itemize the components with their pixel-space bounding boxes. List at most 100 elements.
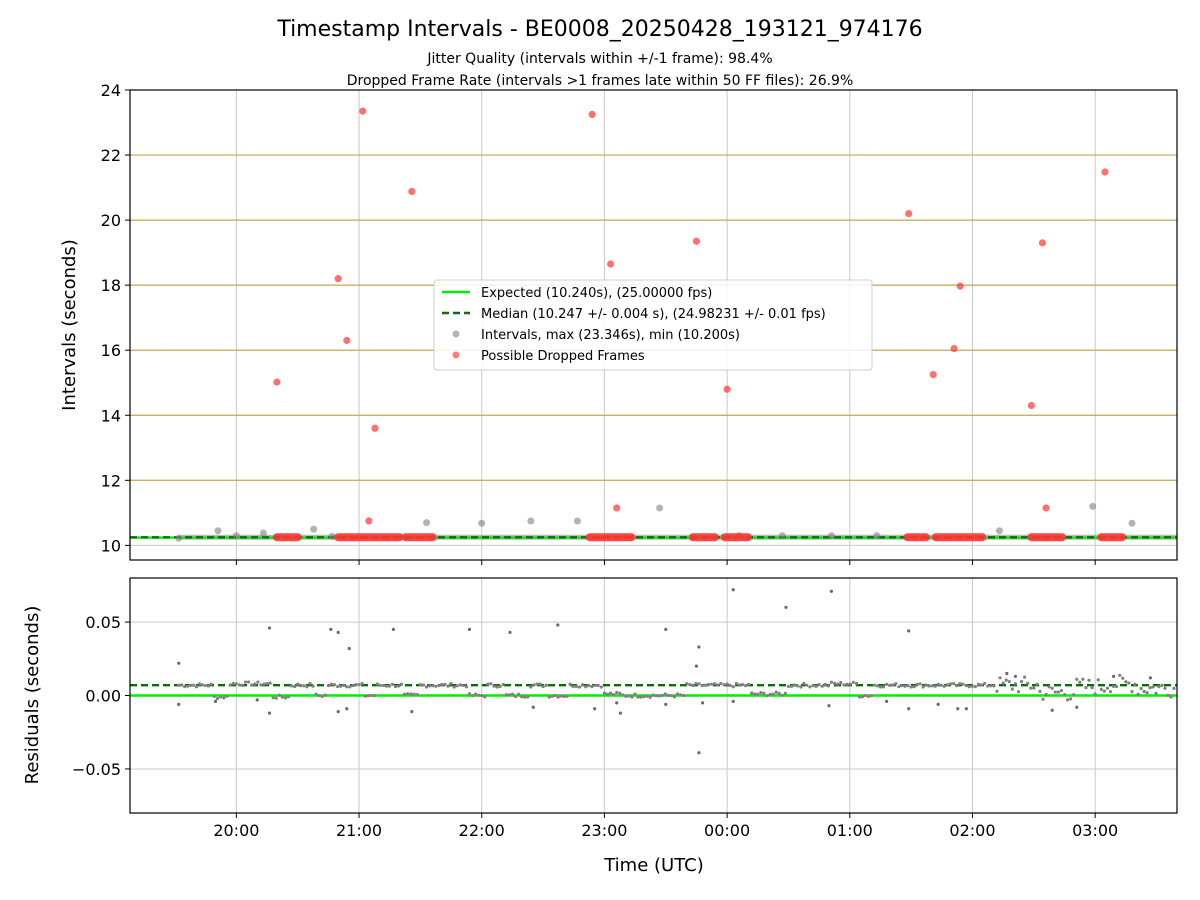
residual-point-4-2	[296, 682, 300, 686]
residual-point-13-2	[510, 692, 515, 696]
residual-point-14-5	[544, 683, 548, 687]
residual-point-21-2	[756, 692, 760, 696]
residual-point-32-5	[1151, 685, 1155, 689]
residual-point-8-2	[381, 683, 386, 688]
residual-point-18-11	[654, 694, 658, 698]
residual-point-16-1	[571, 684, 575, 689]
jitter-quality-subtitle: Jitter Quality (intervals within +/-1 fr…	[426, 51, 772, 67]
intervals-ytick-label-7: 24	[101, 81, 121, 100]
residual-point-16-6	[587, 683, 591, 688]
intervals-x-ticks	[235, 560, 1096, 565]
residual-point-10-4	[431, 684, 435, 688]
residual-point-6-0	[326, 683, 330, 688]
residual-point-18-18	[675, 692, 680, 696]
intervals-ytick-label-4: 18	[101, 276, 121, 295]
residual-point-21-0	[750, 691, 754, 695]
residual-point-25-0	[872, 683, 876, 687]
residual-point-9-1	[406, 692, 410, 696]
residual-point-11-2	[474, 692, 478, 696]
residual-point-6-3	[335, 684, 340, 689]
residual-point-20-0	[725, 682, 729, 686]
interval-point-17	[1128, 519, 1136, 527]
legend-intervals-swatch	[452, 330, 460, 338]
residual-point-9-3	[412, 692, 416, 696]
residuals-ytick-label-0: 0.05	[85, 613, 121, 632]
residual-point-4-3	[299, 684, 303, 688]
time-xtick-label-2: 22:00	[459, 821, 505, 840]
residual-point-21-11	[783, 691, 787, 695]
residual-point-28-5	[1010, 687, 1014, 691]
dropped-frame-point-7	[588, 110, 596, 118]
legend-median-label: Median (10.247 +/- 0.004 s), (24.98231 +…	[481, 307, 826, 322]
residual-point-18-3	[630, 695, 634, 699]
residual-point-28-3	[1004, 678, 1008, 682]
residual-point-10-10	[449, 681, 453, 686]
residual-point-19-5	[700, 683, 704, 688]
residual-point-28-10	[1026, 681, 1030, 685]
residual-point-17-4	[615, 690, 619, 695]
residuals-panel: 0.05 0.00 −0.05 20:00 21:00 22:00 23:00 00:00 0…	[22, 577, 1178, 876]
residual-point-22-12	[823, 682, 827, 686]
residual-point-0-7	[197, 682, 202, 686]
residual-point-15-0	[547, 695, 551, 699]
residual-point-8-8	[399, 682, 404, 686]
residual-point-28-0	[995, 689, 999, 693]
residual-outlier-31	[885, 699, 889, 703]
residual-point-6-6	[345, 685, 349, 689]
residual-point-30-5	[1090, 686, 1094, 690]
residual-outlier-23	[694, 664, 699, 668]
residual-point-27-6	[955, 684, 959, 688]
residual-point-27-16	[986, 684, 990, 688]
residual-point-27-2	[942, 684, 946, 688]
residual-point-20-4	[737, 683, 741, 687]
residual-point-15-6	[565, 694, 569, 698]
residual-point-16-3	[577, 685, 582, 689]
residual-point-27-7	[958, 681, 962, 686]
residual-point-8-3	[384, 684, 389, 688]
interval-point-5	[328, 532, 336, 540]
intervals-reference-lines	[130, 154, 1177, 481]
residual-point-4-4	[302, 684, 306, 688]
residual-point-22-6	[805, 683, 809, 687]
residual-point-13-6	[523, 695, 527, 699]
residual-point-21-6	[768, 692, 772, 697]
residual-outlier-24	[697, 751, 701, 755]
residual-point-0-5	[191, 683, 196, 687]
residual-point-6-1	[329, 682, 334, 686]
residual-point-18-10	[651, 693, 655, 697]
residual-point-29-0	[1038, 689, 1042, 693]
residual-point-26-6	[927, 684, 931, 688]
residual-point-22-13	[826, 684, 830, 688]
residual-point-9-4	[415, 692, 419, 697]
dropped-frame-point-12	[905, 209, 913, 218]
legend-dropped-swatch	[452, 351, 460, 359]
residual-point-20-3	[734, 681, 738, 686]
residual-point-15-1	[550, 694, 554, 698]
residual-point-30-1	[1078, 680, 1082, 684]
dropped-frame-point-8	[606, 260, 615, 268]
residual-outlier-5	[267, 711, 272, 715]
residual-point-18-17	[672, 695, 677, 699]
residual-point-16-8	[593, 683, 597, 687]
residual-point-21-10	[780, 693, 784, 697]
residual-point-32-0	[1136, 692, 1140, 696]
residual-point-28-2	[1001, 681, 1005, 685]
residual-outlier-3	[255, 698, 259, 702]
residual-outlier-36	[964, 707, 968, 711]
residual-point-6-8	[351, 683, 355, 688]
residual-outlier-15	[531, 705, 535, 709]
interval-point-15	[995, 527, 1003, 535]
residual-point-31-0	[1105, 686, 1110, 690]
dropped-frame-points	[273, 107, 1109, 525]
residual-outlier-13	[467, 627, 472, 632]
dropped-frame-point-13	[929, 371, 937, 379]
residual-point-32-2	[1142, 689, 1146, 694]
residuals-ytick-label-2: −0.05	[72, 760, 121, 779]
residual-point-6-10	[357, 683, 361, 687]
residual-point-2-10	[259, 683, 263, 687]
residual-point-21-3	[759, 691, 763, 695]
residual-point-27-13	[976, 682, 981, 686]
time-xtick-label-5: 01:00	[827, 821, 873, 840]
residual-point-27-8	[961, 682, 965, 686]
residual-point-7-3	[372, 694, 376, 698]
